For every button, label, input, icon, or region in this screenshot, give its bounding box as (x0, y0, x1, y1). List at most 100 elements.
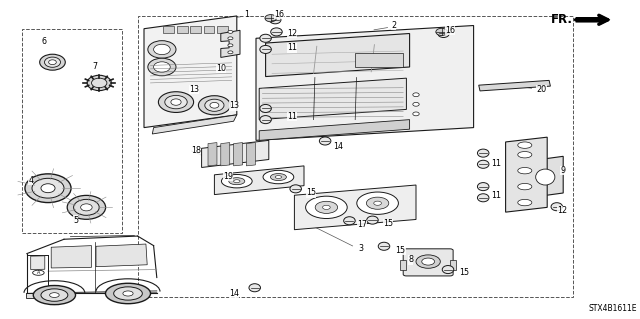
Text: A: A (36, 270, 40, 275)
Text: 1: 1 (244, 10, 249, 19)
Polygon shape (506, 137, 547, 212)
Text: 11: 11 (492, 159, 502, 168)
Text: 7: 7 (92, 63, 97, 71)
Ellipse shape (260, 104, 271, 113)
Text: 15: 15 (460, 268, 470, 277)
Text: 2: 2 (391, 21, 396, 30)
Polygon shape (479, 80, 550, 91)
Polygon shape (208, 143, 217, 166)
Text: 10: 10 (216, 64, 227, 73)
FancyArrowPatch shape (575, 14, 611, 25)
Ellipse shape (416, 255, 440, 268)
Ellipse shape (260, 34, 271, 42)
Text: 13: 13 (189, 85, 199, 94)
Ellipse shape (275, 175, 282, 178)
Text: 5: 5 (73, 216, 78, 225)
Ellipse shape (260, 45, 271, 54)
Ellipse shape (205, 99, 224, 111)
Ellipse shape (367, 216, 378, 224)
Text: 14: 14 (333, 142, 343, 151)
Polygon shape (152, 115, 237, 134)
Text: 20: 20 (536, 85, 547, 94)
Ellipse shape (159, 92, 193, 113)
Ellipse shape (221, 174, 252, 188)
Ellipse shape (323, 205, 330, 210)
Ellipse shape (148, 41, 176, 58)
Ellipse shape (551, 203, 563, 211)
Polygon shape (528, 156, 563, 198)
Polygon shape (259, 120, 410, 140)
Text: 6: 6 (41, 37, 46, 46)
Polygon shape (221, 143, 230, 166)
Ellipse shape (229, 178, 245, 185)
Ellipse shape (413, 93, 419, 97)
Ellipse shape (436, 28, 447, 35)
Ellipse shape (477, 194, 489, 202)
Ellipse shape (260, 115, 271, 124)
Ellipse shape (228, 31, 233, 33)
Bar (400, 260, 406, 270)
Ellipse shape (518, 142, 532, 148)
Ellipse shape (40, 54, 65, 70)
Ellipse shape (106, 283, 150, 304)
Ellipse shape (45, 57, 61, 67)
Ellipse shape (477, 182, 489, 191)
Ellipse shape (357, 192, 398, 214)
Ellipse shape (41, 184, 55, 193)
FancyBboxPatch shape (403, 249, 453, 276)
Text: 11: 11 (287, 43, 297, 52)
Ellipse shape (477, 160, 489, 168)
Polygon shape (234, 143, 243, 166)
Ellipse shape (477, 149, 489, 157)
Ellipse shape (271, 28, 282, 36)
Ellipse shape (536, 169, 555, 185)
Ellipse shape (74, 199, 99, 215)
Ellipse shape (518, 152, 532, 158)
Ellipse shape (249, 284, 260, 292)
Ellipse shape (263, 170, 294, 184)
Ellipse shape (81, 204, 92, 211)
Ellipse shape (114, 287, 142, 300)
Ellipse shape (234, 180, 240, 182)
Text: 17: 17 (357, 220, 367, 229)
Ellipse shape (290, 185, 301, 193)
Bar (22, 29, 122, 233)
Ellipse shape (265, 15, 276, 22)
Ellipse shape (374, 201, 381, 205)
Polygon shape (31, 256, 45, 270)
Ellipse shape (25, 174, 71, 203)
Ellipse shape (518, 183, 532, 190)
Text: 15: 15 (396, 246, 406, 255)
Ellipse shape (378, 242, 390, 250)
Polygon shape (214, 166, 304, 195)
Ellipse shape (154, 62, 170, 72)
Polygon shape (202, 140, 269, 167)
Text: 4: 4 (28, 176, 33, 185)
Text: 11: 11 (492, 191, 502, 200)
Ellipse shape (92, 78, 107, 88)
Ellipse shape (50, 293, 60, 297)
Ellipse shape (422, 258, 435, 265)
Ellipse shape (123, 291, 133, 296)
Ellipse shape (210, 102, 219, 108)
Ellipse shape (41, 289, 68, 301)
Ellipse shape (87, 75, 111, 91)
Bar (450, 260, 456, 270)
Text: 19: 19 (223, 172, 233, 181)
Text: 15: 15 (383, 219, 393, 228)
Ellipse shape (148, 58, 176, 76)
Polygon shape (246, 143, 255, 166)
Polygon shape (259, 78, 406, 120)
Ellipse shape (228, 44, 233, 47)
Bar (163, 26, 174, 33)
Ellipse shape (306, 196, 347, 219)
Ellipse shape (32, 178, 64, 198)
Ellipse shape (228, 37, 233, 40)
Ellipse shape (366, 197, 388, 209)
Text: 9: 9 (561, 166, 566, 175)
Ellipse shape (518, 199, 532, 206)
Text: 16: 16 (445, 26, 455, 35)
Text: 18: 18 (191, 146, 201, 155)
Bar (177, 26, 188, 33)
Ellipse shape (228, 51, 233, 54)
